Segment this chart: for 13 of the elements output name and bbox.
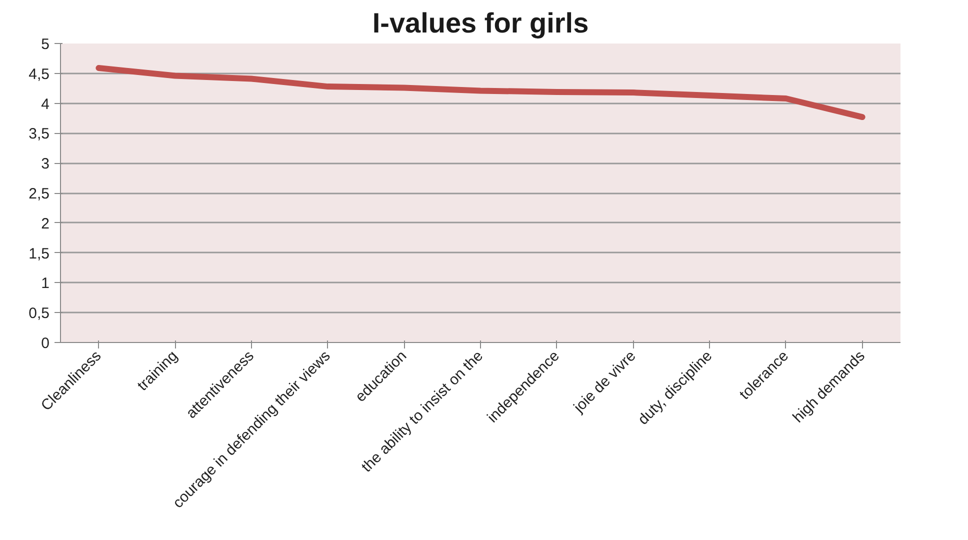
y-tick-label: 4,5 bbox=[28, 66, 50, 83]
y-tick-label: 3 bbox=[41, 156, 50, 173]
y-tick-label: 1,5 bbox=[28, 245, 50, 262]
y-tick-label: 3,5 bbox=[28, 126, 50, 143]
y-tick-label: 1 bbox=[41, 275, 50, 292]
y-tick-label: 0,5 bbox=[28, 305, 50, 322]
y-tick-label: 4 bbox=[41, 96, 50, 113]
y-tick-label: 0 bbox=[41, 335, 50, 352]
y-tick-label: 2,5 bbox=[28, 186, 50, 202]
y-tick-label: 5 bbox=[41, 36, 50, 53]
y-tick-label: 2 bbox=[41, 215, 50, 232]
chart-title: I-values for girls bbox=[372, 8, 589, 38]
x-tick-label: joie de vivre bbox=[570, 347, 640, 417]
